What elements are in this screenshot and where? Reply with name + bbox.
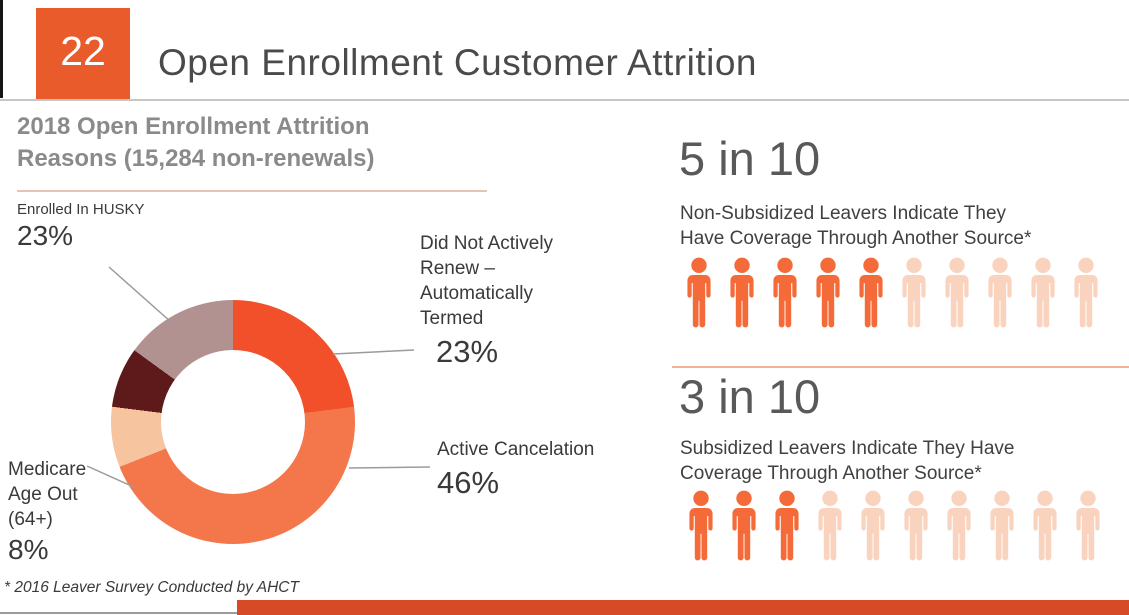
person-icon-empty xyxy=(988,257,1012,328)
callout-value: 8% xyxy=(8,534,49,565)
person-icon-filled xyxy=(687,257,711,328)
chart-heading-line1: 2018 Open Enrollment Attrition xyxy=(17,113,370,140)
callout-active-cancelation: Active Cancelation 46% xyxy=(437,437,594,501)
callout-label-line: (64+) xyxy=(8,509,53,530)
person-icon-empty xyxy=(1033,490,1057,561)
person-icon-filled xyxy=(816,257,840,328)
stat-description-line: Coverage Through Another Source* xyxy=(680,462,982,484)
callout-label-line: Renew – xyxy=(420,258,495,279)
bottom-accent-bar xyxy=(237,600,1129,615)
callout-label: Enrolled In HUSKY xyxy=(17,201,145,218)
callout-value: 23% xyxy=(436,334,499,369)
pictograph-row-subsidized xyxy=(684,490,1105,564)
person-icon-empty xyxy=(945,257,969,328)
person-icon-empty xyxy=(861,490,885,561)
bottom-gray-line xyxy=(0,612,237,614)
callout-label-line: Medicare xyxy=(8,459,87,480)
person-icon-filled xyxy=(775,490,799,561)
chart-heading-underline xyxy=(17,190,487,192)
chart-heading-line2: Reasons (15,284 non-renewals) xyxy=(17,145,375,172)
callout-label-line: Automatically xyxy=(420,283,533,304)
callout-label-line: Age Out xyxy=(8,484,78,505)
header-divider xyxy=(0,99,1129,101)
callout-line-husky xyxy=(108,266,172,323)
callout-value: 23% xyxy=(17,220,74,251)
stat-description-line: Subsidized Leavers Indicate They Have xyxy=(680,438,1015,459)
person-icon-filled xyxy=(730,257,754,328)
person-icon-empty xyxy=(904,490,928,561)
chart-heading: 2018 Open Enrollment Attrition Reasons (… xyxy=(17,111,374,175)
callout-label-line: Did Not Actively xyxy=(420,233,554,254)
person-icon-filled xyxy=(689,490,713,561)
stat-divider-line xyxy=(672,366,1129,368)
callout-line-did-not-renew xyxy=(332,349,415,355)
stat-description-subsidized: Subsidized Leavers Indicate They Have Co… xyxy=(680,437,1014,486)
pictograph-row-non-subsidized xyxy=(682,257,1103,331)
slide-title: Open Enrollment Customer Attrition xyxy=(158,42,757,83)
callout-label-line: Termed xyxy=(420,308,484,329)
callout-line-active-cancelation xyxy=(348,466,431,469)
callout-enrolled-in-husky: Enrolled In HUSKY 23% xyxy=(17,201,145,252)
callout-medicare-age-out: Medicare Age Out (64+) 8% xyxy=(8,457,86,566)
stat-description-line: Non-Subsidized Leavers Indicate They xyxy=(680,203,1007,224)
stat-headline-3-in-10: 3 in 10 xyxy=(679,370,821,423)
stat-description-non-subsidized: Non-Subsidized Leavers Indicate They Hav… xyxy=(680,202,1031,251)
stat-headline-5-in-10: 5 in 10 xyxy=(679,132,821,185)
person-icon-empty xyxy=(902,257,926,328)
footnote: * 2016 Leaver Survey Conducted by AHCT xyxy=(4,579,299,596)
person-icon-filled xyxy=(859,257,883,328)
page-number: 22 xyxy=(60,27,106,74)
person-icon-empty xyxy=(1076,490,1100,561)
person-icon-empty xyxy=(990,490,1014,561)
person-icon-empty xyxy=(1074,257,1098,328)
attrition-donut-chart xyxy=(111,300,355,544)
callout-value: 46% xyxy=(437,465,500,500)
callout-did-not-renew: Did Not Actively Renew – Automatically T… xyxy=(420,231,553,370)
person-icon-filled xyxy=(773,257,797,328)
callout-label: Active Cancelation xyxy=(437,439,595,460)
stat-description-line: Have Coverage Through Another Source* xyxy=(680,227,1032,249)
person-icon-empty xyxy=(947,490,971,561)
person-icon-empty xyxy=(1031,257,1055,328)
person-icon-filled xyxy=(732,490,756,561)
left-edge-line xyxy=(0,0,3,98)
page-number-box: 22 xyxy=(36,8,130,100)
donut-hole xyxy=(161,350,305,494)
person-icon-empty xyxy=(818,490,842,561)
